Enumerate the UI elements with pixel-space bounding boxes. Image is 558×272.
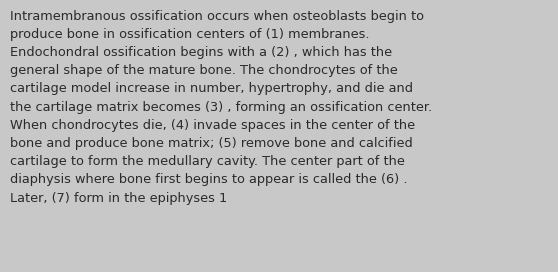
Text: Intramembranous ossification occurs when osteoblasts begin to
produce bone in os: Intramembranous ossification occurs when… (10, 10, 432, 205)
